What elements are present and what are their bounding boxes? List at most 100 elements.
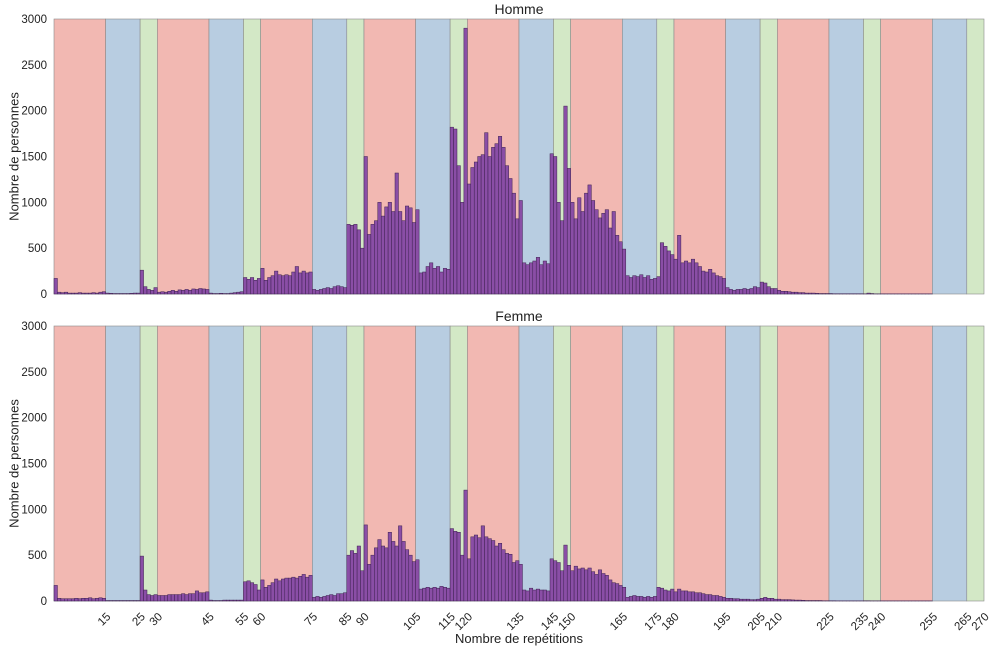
- histogram-bar: [253, 584, 258, 602]
- histogram-bar: [618, 585, 623, 602]
- histogram-bar: [418, 272, 423, 295]
- band-red: [570, 325, 623, 602]
- histogram-bar: [391, 541, 396, 602]
- histogram-bar: [456, 165, 461, 295]
- band-blue: [518, 325, 554, 602]
- histogram-bar: [763, 282, 768, 295]
- histogram-bar: [728, 289, 733, 295]
- histogram-bar: [415, 559, 420, 602]
- histogram-bar: [525, 264, 530, 295]
- histogram-bar: [329, 288, 334, 295]
- histogram-bar: [301, 270, 306, 295]
- histogram-bar: [608, 227, 613, 295]
- x-tick-label: 25: [130, 611, 148, 629]
- histogram-bar: [74, 292, 79, 295]
- histogram-bar: [542, 589, 547, 602]
- band-green: [759, 18, 778, 295]
- histogram-bar: [587, 567, 592, 602]
- histogram-bar: [64, 291, 69, 295]
- histogram-bar: [181, 290, 186, 295]
- histogram-bar: [363, 524, 368, 602]
- histogram-bar: [618, 241, 623, 295]
- histogram-bar: [518, 564, 523, 602]
- histogram-bar: [411, 561, 416, 602]
- histogram-bar: [642, 597, 647, 602]
- histogram-bar: [77, 598, 82, 602]
- band-blue: [208, 325, 244, 602]
- band-blue: [828, 18, 864, 295]
- histogram-bar: [491, 540, 496, 602]
- histogram-bar: [570, 570, 575, 602]
- histogram-bar: [594, 574, 599, 602]
- histogram-bar: [353, 224, 358, 295]
- y-tick-label: 0: [41, 289, 47, 301]
- x-tick-label: 225: [815, 611, 837, 633]
- histogram-bar: [477, 156, 482, 295]
- histogram-bar: [315, 290, 320, 295]
- histogram-bar: [243, 581, 248, 602]
- histogram-bar: [219, 293, 224, 295]
- histogram-bar: [370, 554, 375, 602]
- x-tick-label: 180: [660, 611, 682, 633]
- histogram-bar: [405, 205, 410, 295]
- histogram-bar: [735, 598, 740, 602]
- histogram-bar: [84, 598, 89, 602]
- histogram-bar: [170, 594, 175, 602]
- histogram-bar: [566, 168, 571, 295]
- histogram-bar: [425, 587, 430, 602]
- histogram-bar: [677, 235, 682, 295]
- histogram-bar: [642, 277, 647, 295]
- band-blue: [208, 18, 244, 295]
- histogram-bar: [246, 279, 251, 295]
- histogram-bar: [756, 287, 761, 295]
- histogram-bar: [656, 276, 661, 295]
- y-tick-label: 2500: [21, 60, 47, 72]
- histogram-bar: [749, 288, 754, 295]
- panel-homme: Homme 0 500 1000 1500 2000 2500 3000: [21, 1, 985, 301]
- histogram-bar: [622, 248, 627, 295]
- histogram-bar: [501, 147, 506, 295]
- histogram-bar: [174, 291, 179, 295]
- histogram-bar: [91, 292, 96, 295]
- histogram-bar: [436, 266, 441, 295]
- histogram-bar: [256, 278, 261, 295]
- histogram-bar: [298, 576, 303, 602]
- x-tick-label: 85: [337, 611, 355, 629]
- histogram-bar: [704, 271, 709, 295]
- histogram-bar: [177, 289, 182, 295]
- y-tick-label: 2000: [21, 106, 47, 118]
- histogram-bar: [632, 595, 637, 602]
- histogram-bar: [194, 590, 199, 602]
- histogram-bar: [787, 291, 792, 295]
- histogram-bar: [708, 269, 713, 295]
- histogram-bar: [194, 289, 199, 295]
- histogram-bar: [746, 598, 751, 602]
- histogram-bar: [339, 593, 344, 602]
- histogram-bar: [639, 596, 644, 602]
- histogram-bar: [191, 288, 196, 295]
- histogram-bar: [260, 579, 265, 602]
- histogram-bar: [580, 567, 585, 602]
- x-tick-label: 165: [608, 611, 630, 633]
- histogram-bar: [535, 257, 540, 295]
- histogram-bar: [553, 560, 558, 602]
- histogram-bar: [756, 598, 761, 602]
- band-green: [139, 18, 158, 295]
- x-tick-label: 270: [970, 611, 992, 633]
- histogram-bar: [746, 289, 751, 295]
- histogram-bar: [436, 587, 441, 602]
- histogram-bar: [291, 576, 296, 602]
- histogram-bar: [391, 211, 396, 295]
- histogram-bar: [453, 128, 458, 295]
- histogram-bar: [783, 599, 788, 602]
- histogram-bar: [584, 569, 589, 602]
- histogram-bar: [442, 587, 447, 602]
- band-green: [863, 325, 881, 602]
- x-tick-label: 240: [866, 611, 888, 633]
- histogram-bar: [546, 263, 551, 295]
- histogram-bar: [439, 271, 444, 295]
- histogram-bar: [60, 292, 65, 295]
- histogram-bar: [463, 489, 468, 602]
- histogram-bar: [229, 292, 234, 295]
